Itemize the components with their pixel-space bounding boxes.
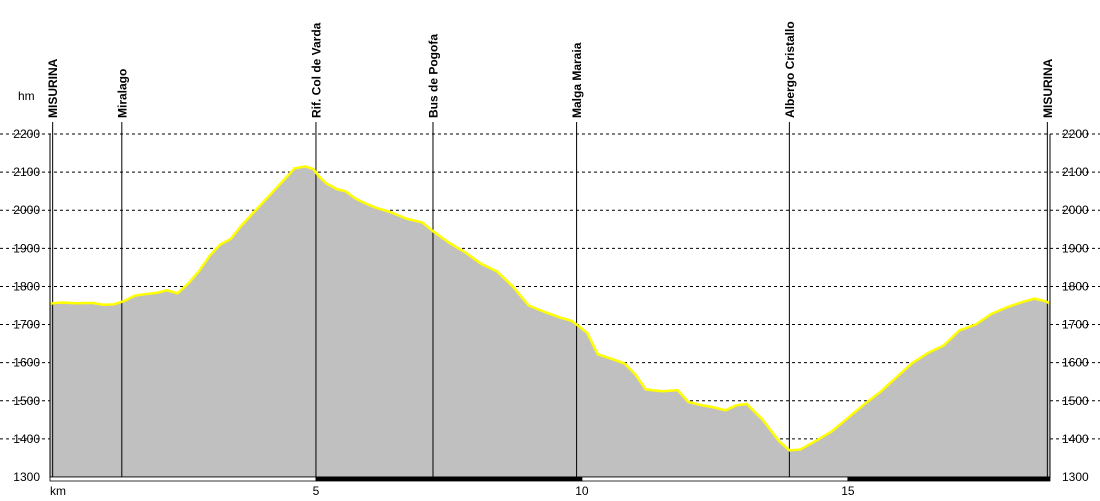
x-axis-unit-label: km bbox=[50, 484, 66, 498]
y-tick-label-left: 2200 bbox=[13, 127, 40, 141]
y-tick-label-left: 1500 bbox=[13, 394, 40, 408]
y-tick-label-right: 1500 bbox=[1062, 394, 1089, 408]
waypoint-label: MISURINA bbox=[1041, 58, 1055, 118]
y-tick-label-left: 1900 bbox=[13, 241, 40, 255]
waypoint-markers: MISURINA Miralago Rif. Col de Varda Bus de … bbox=[46, 21, 1055, 477]
waypoint-label: Malga Maraia bbox=[570, 42, 584, 118]
y-tick-label-right: 1700 bbox=[1062, 318, 1089, 332]
waypoint-label: Rif. Col de Varda bbox=[309, 22, 323, 118]
route-line bbox=[49, 165, 1051, 452]
km-scale-segment bbox=[581, 476, 849, 482]
x-tick-labels: 5 10 15 bbox=[313, 484, 855, 498]
y-tick-label-right: 2100 bbox=[1062, 165, 1089, 179]
y-tick-label-left: 1600 bbox=[13, 356, 40, 370]
waypoint-label: Miralago bbox=[115, 69, 129, 118]
y-tick-label-left: 1800 bbox=[13, 279, 40, 293]
y-tick-label-right: 2200 bbox=[1062, 127, 1089, 141]
y-tick-label-left: 2100 bbox=[13, 165, 40, 179]
km-scale-segment bbox=[315, 476, 583, 482]
y-tick-label-left: 1700 bbox=[13, 318, 40, 332]
y-tick-labels: 1300 1300 1400 1400 1500 1500 1600 1600 1700 1700… bbox=[13, 127, 1089, 484]
y-tick-label-right: 2000 bbox=[1062, 203, 1089, 217]
y-tick-label-left: 2000 bbox=[13, 203, 40, 217]
km-scale-segment bbox=[847, 476, 1051, 482]
km-scale-bar bbox=[49, 476, 1051, 482]
waypoint-label: Albergo Cristallo bbox=[783, 21, 797, 118]
y-tick-label-right: 1600 bbox=[1062, 356, 1089, 370]
x-tick-label: 5 bbox=[313, 484, 320, 498]
x-tick-label: 10 bbox=[575, 484, 589, 498]
x-tick-label: 15 bbox=[841, 484, 855, 498]
y-tick-label-right: 1900 bbox=[1062, 241, 1089, 255]
waypoint-label: MISURINA bbox=[46, 58, 60, 118]
y-tick-label-right: 1400 bbox=[1062, 432, 1089, 446]
elevation-area bbox=[50, 166, 1050, 477]
y-axis-unit-label: hm bbox=[18, 89, 35, 103]
y-tick-label-right: 1800 bbox=[1062, 279, 1089, 293]
waypoint-label: Bus de Pogofa bbox=[426, 34, 440, 118]
y-tick-label-right: 1300 bbox=[1062, 470, 1089, 484]
km-scale-segment bbox=[49, 476, 317, 482]
y-tick-label-left: 1400 bbox=[13, 432, 40, 446]
y-tick-label-left: 1300 bbox=[13, 470, 40, 484]
